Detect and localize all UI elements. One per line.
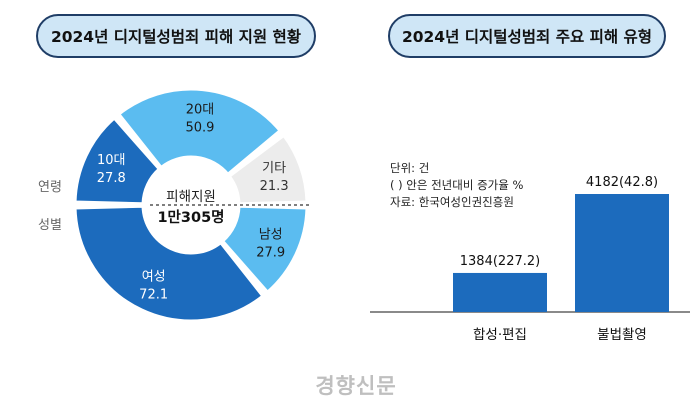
age-2-value: 21.3 (260, 179, 289, 194)
donut-center-label: 피해지원 (166, 189, 216, 205)
gender-0-value: 27.9 (256, 245, 285, 260)
bar-0 (453, 272, 547, 312)
age-2-label: 기타 (262, 161, 286, 176)
bar-chart-title: 2024년 디지털성범죄 주요 피해 유형 (388, 14, 666, 58)
newspaper-watermark: 경향신문 (315, 374, 397, 398)
gender-0-segment (220, 204, 309, 295)
age-1-value: 50.9 (185, 120, 214, 135)
gender-1-value: 72.1 (139, 288, 168, 303)
bar-0-category-label: 합성·편집 (473, 327, 527, 343)
donut-chart-title: 2024년 디지털성범죄 피해 지원 현황 (36, 14, 316, 58)
unit-note: 단위: 건 (390, 161, 430, 175)
age-1-segment (116, 87, 283, 177)
age-group-label: 연령 (38, 180, 62, 195)
age-0-label: 10대 (97, 153, 126, 168)
bar-1-category-label: 불법촬영 (597, 327, 647, 343)
gender-1-label: 여성 (142, 270, 166, 285)
bar-1 (575, 194, 669, 312)
age-0-value: 27.8 (97, 171, 126, 186)
age-1-label: 20대 (186, 102, 215, 117)
age-2-segment (227, 133, 309, 206)
gender-0-label: 남성 (259, 227, 283, 242)
bar-1-value-label: 4182(42.8) (586, 175, 658, 190)
source-note: 자료: 한국여성인권진흥원 (390, 195, 514, 209)
donut-center-value: 1만305명 (157, 208, 224, 226)
gender-group-label: 성별 (38, 218, 62, 233)
bar-0-value-label: 1384(227.2) (460, 254, 540, 269)
growth-note: ( ) 안은 전년대비 증가율 % (390, 178, 524, 192)
age-0-segment (73, 115, 162, 206)
gender-1-segment (73, 204, 265, 323)
